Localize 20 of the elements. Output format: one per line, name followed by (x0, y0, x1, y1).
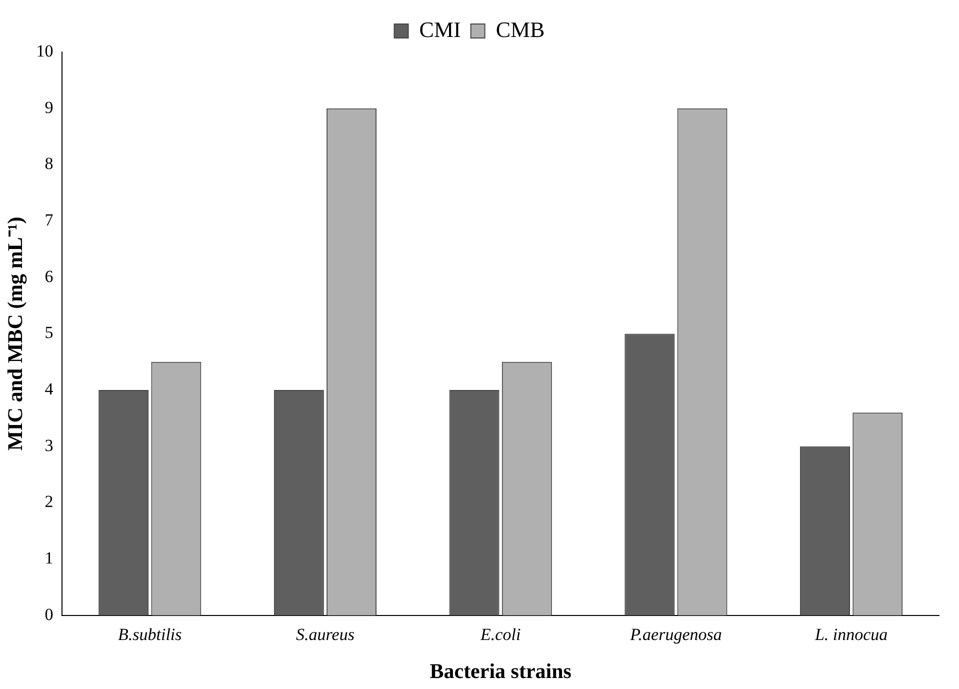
y-tick-label: 1 (44, 548, 54, 568)
x-tick-label: P.aerugenosa (629, 625, 722, 644)
x-tick-label: E.coli (480, 625, 521, 644)
y-tick-label: 3 (44, 436, 54, 455)
y-tick-label: 2 (44, 492, 54, 512)
y-tick-label: 5 (44, 323, 54, 342)
y-tick-label: 4 (44, 380, 54, 399)
x-tick-label: S.aureus (296, 625, 355, 644)
y-tick-label: 8 (44, 154, 54, 174)
legend-label: CMB (496, 16, 545, 42)
y-tick-label: 9 (44, 98, 54, 117)
y-tick-label: 0 (44, 604, 54, 624)
y-tick-label: 10 (36, 41, 54, 60)
y-tick-label: 6 (44, 266, 54, 286)
y-axis-title: MIC and MBC (mg mL⁻¹) (3, 216, 28, 451)
legend-label: CMI (419, 16, 461, 42)
x-axis-title: Bacteria strains (430, 658, 572, 683)
x-tick-label: L. innocua (814, 625, 888, 644)
x-tick-label: B.subtilis (118, 625, 182, 644)
y-tick-label: 7 (44, 210, 54, 230)
